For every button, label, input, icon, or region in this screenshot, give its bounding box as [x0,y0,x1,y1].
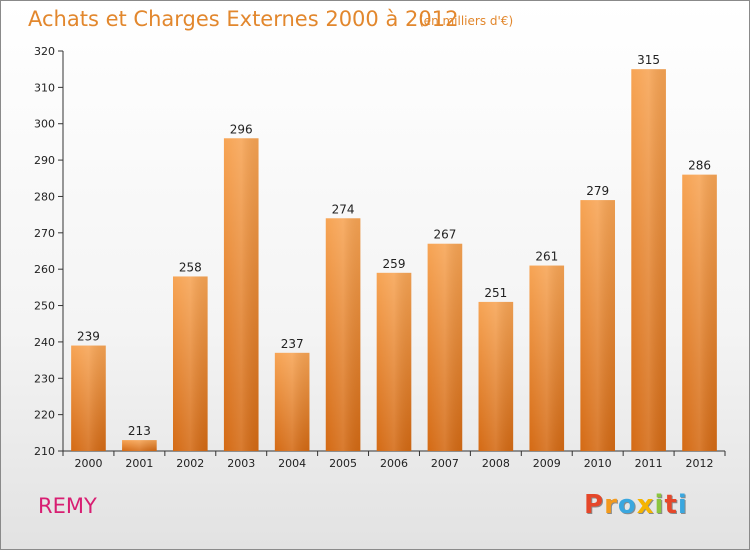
x-tick-label-2006: 2006 [380,457,408,470]
value-label-2004: 237 [281,337,304,351]
logo-letter: i [654,490,665,520]
y-tick-label: 310 [34,81,55,94]
y-tick-label: 260 [34,263,55,276]
value-label-2002: 258 [179,260,202,274]
bar-sheen-2010 [580,200,616,451]
x-tick-label-2000: 2000 [74,457,102,470]
chart-subtitle: (en milliers d'€) [419,14,514,28]
bar-sheen-2005 [325,218,361,451]
value-label-2011: 315 [637,53,660,67]
x-tick-label-2003: 2003 [227,457,255,470]
y-tick-label: 270 [34,227,55,240]
value-label-2008: 251 [484,286,507,300]
bar-sheen-2001 [122,440,157,451]
y-tick-label: 250 [34,300,55,313]
bar-sheen-2011 [631,69,666,451]
value-label-2012: 286 [688,159,711,173]
logo-letter: r [604,490,618,520]
x-tick-label-2007: 2007 [431,457,459,470]
y-tick-label: 300 [34,118,55,131]
x-tick-label-2002: 2002 [176,457,204,470]
value-label-2010: 279 [586,184,609,198]
y-tick-label: 230 [34,372,55,385]
bar-sheen-2002 [172,276,208,451]
value-label-2007: 267 [433,228,456,242]
bar-sheen-2004 [274,352,310,451]
value-label-2003: 296 [230,122,253,136]
x-tick-label-2012: 2012 [686,457,714,470]
location-label: REMY [38,494,97,518]
y-tick-label: 290 [34,154,55,167]
y-tick-label: 280 [34,190,55,203]
proxiti-logo[interactable]: Proxiti [584,490,688,520]
x-tick-label-2005: 2005 [329,457,357,470]
value-labels: 239 213 258 296 237 274 259 267 251 261 279 315 286 [77,53,711,438]
y-tick-label: 220 [34,409,55,422]
x-tick-label-2001: 2001 [125,457,153,470]
bar-sheen-2006 [376,272,412,451]
value-label-2009: 261 [535,250,558,264]
y-tick-label: 320 [34,45,55,58]
x-tick-label-2009: 2009 [533,457,561,470]
value-label-2001: 213 [128,424,151,438]
x-tick-label-2011: 2011 [635,457,663,470]
x-tick-label-2010: 2010 [584,457,612,470]
x-tick-label-2004: 2004 [278,457,306,470]
logo-letter: P [584,490,605,520]
logo-letter: o [617,490,637,520]
bar-sheen-2008 [478,301,514,451]
y-tick-label: 210 [34,445,55,458]
value-label-2005: 274 [332,202,355,216]
logo-letter: t [664,490,678,520]
chart-title: Achats et Charges Externes 2000 à 2012 [28,7,459,31]
bar-sheen-2000 [71,345,106,451]
value-label-2006: 259 [383,257,406,271]
bar-sheen-2003 [223,138,259,452]
logo-letter: x [636,490,655,520]
value-label-2000: 239 [77,330,100,344]
bar-sheen-2009 [529,265,565,451]
x-tick-label-2008: 2008 [482,457,510,470]
bar-sheen-2012 [682,174,717,452]
logo-letter: i [677,490,688,520]
axes: 210 220 230 240 250 260 270 280 290 300 310 320 2000… [34,45,726,470]
y-tick-label: 240 [34,336,55,349]
bars [71,69,717,452]
bar-sheen-2007 [427,243,463,451]
